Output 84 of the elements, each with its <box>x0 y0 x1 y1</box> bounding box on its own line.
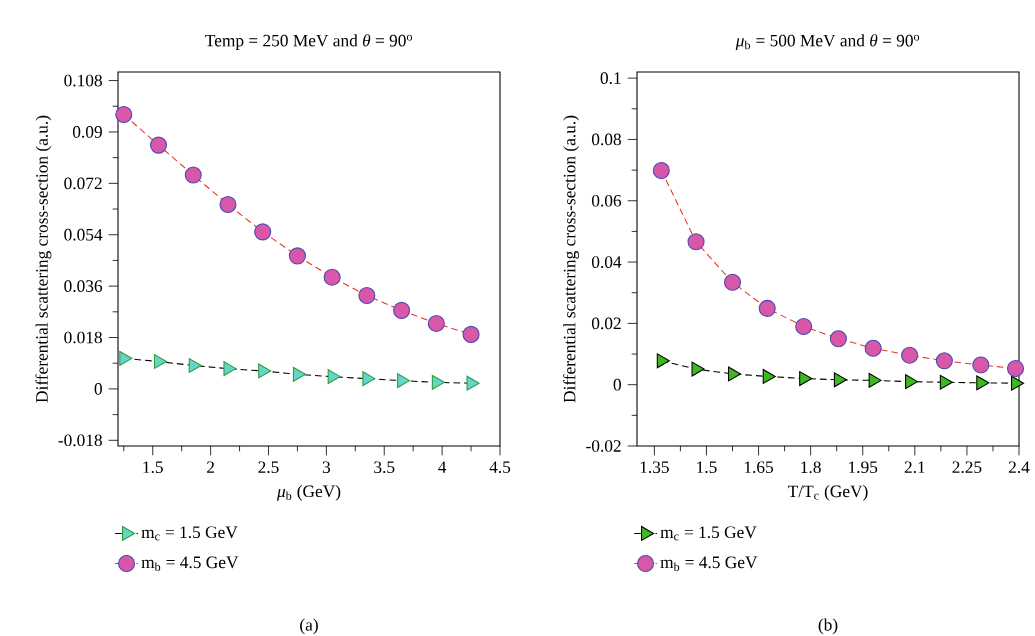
point <box>656 353 670 369</box>
legend-label: m$_{c}$ = 1.5 GeV <box>660 526 757 541</box>
point <box>795 317 813 335</box>
point <box>935 352 953 370</box>
y-tick-label: -0.018 <box>58 434 102 447</box>
y-tick-label: 0.04 <box>591 256 622 268</box>
point <box>466 375 480 391</box>
point <box>833 372 847 388</box>
x-tick-label: 1.95 <box>849 461 878 474</box>
chart-title: Temp = 250 MeV and θ = 90$^{o}$ <box>205 34 413 50</box>
y-tick-label: 0.018 <box>64 331 102 344</box>
x-tick-label: 2 <box>207 461 214 473</box>
y-tick-label: 0 <box>94 383 102 395</box>
x-axis-title: μ$_{b}$ (GeV) <box>276 484 341 501</box>
point <box>939 374 953 390</box>
point <box>799 371 813 387</box>
x-tick-label: 1.65 <box>744 461 774 474</box>
point <box>188 358 202 373</box>
point <box>462 325 480 343</box>
point <box>976 375 990 391</box>
y-tick-label: 0.06 <box>591 194 622 207</box>
point <box>687 233 705 251</box>
point <box>762 368 776 384</box>
legend-label: m$_{c}$ = 1.5 GeV <box>141 526 238 541</box>
point <box>727 366 742 382</box>
legend-label: m$_{b}$ = 4.5 GeV <box>660 556 758 571</box>
y-tick-label: 0.1 <box>600 72 621 85</box>
point <box>901 346 919 364</box>
y-tick-label: -0.02 <box>586 440 621 452</box>
y-tick-label: 0.108 <box>64 74 102 87</box>
point <box>829 330 847 348</box>
y-tick-label: 0.072 <box>64 177 102 190</box>
point <box>723 273 742 291</box>
x-tick-label: 3 <box>322 461 331 474</box>
point <box>149 136 168 154</box>
x-tick-label: 1.5 <box>143 461 163 474</box>
x-tick-label: 1.35 <box>640 461 669 474</box>
point <box>258 363 272 379</box>
x-axis-title: T/T$_{c}$ (GeV) <box>788 484 868 501</box>
point <box>219 195 237 214</box>
point <box>972 356 990 374</box>
point <box>223 361 237 377</box>
y-axis-title: Differential scattering cross-section (a.u.) <box>35 115 52 403</box>
point <box>868 372 882 388</box>
text: (a) <box>300 618 318 635</box>
y-tick-label: 0 <box>613 378 621 391</box>
point <box>184 166 202 184</box>
x-tick-label: 3.5 <box>374 461 395 474</box>
point <box>427 314 445 333</box>
x-tick-label: 4.5 <box>489 461 511 474</box>
text: (b) <box>818 618 838 635</box>
legend-label: m$_{b}$ = 4.5 GeV <box>141 556 239 571</box>
x-tick-label: 2.5 <box>258 461 279 474</box>
y-tick-label: 0.08 <box>591 133 621 146</box>
point <box>119 350 133 366</box>
point <box>288 247 306 265</box>
point <box>327 369 341 385</box>
point <box>431 374 445 390</box>
y-tick-label: 0.02 <box>591 317 621 330</box>
x-tick-label: 2.4 <box>1008 461 1030 474</box>
y-tick-label: 0.036 <box>64 280 103 293</box>
y-axis-title: Differential scattering cross-section (a.u.) <box>563 115 580 403</box>
point <box>358 287 376 305</box>
x-tick-label: 1.5 <box>697 461 717 474</box>
point <box>153 354 168 369</box>
y-tick-label: 0.054 <box>64 228 103 241</box>
point <box>652 161 670 179</box>
point <box>323 268 341 286</box>
point <box>864 339 882 357</box>
chart-title: μ$_{b}$ = 500 MeV and θ = 90$^{o}$ <box>735 34 920 50</box>
point <box>254 223 272 241</box>
y-tick-label: 0.09 <box>72 126 102 138</box>
point <box>292 366 306 382</box>
point <box>115 106 133 124</box>
point <box>397 373 411 389</box>
x-tick-label: 2.25 <box>952 461 982 474</box>
point <box>691 361 705 377</box>
point <box>393 301 411 319</box>
x-tick-label: 1.8 <box>801 461 821 474</box>
x-tick-label: 4 <box>438 461 447 473</box>
point <box>758 299 776 317</box>
x-tick-label: 2.1 <box>904 461 925 474</box>
point <box>362 371 376 387</box>
point <box>905 374 919 390</box>
